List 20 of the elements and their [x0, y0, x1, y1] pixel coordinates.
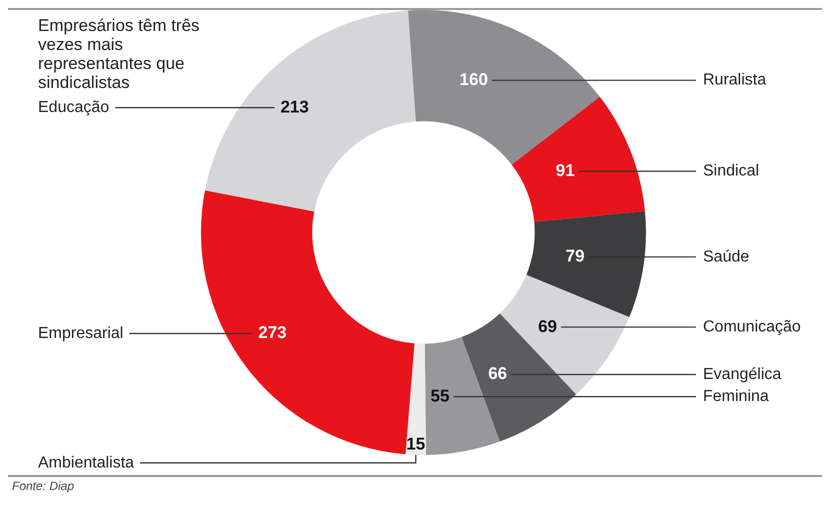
data-label: 213 — [280, 97, 309, 116]
slice-label: Educação — [38, 99, 110, 116]
data-label: 160 — [460, 70, 488, 89]
slice-label: Feminina — [703, 388, 769, 406]
slice-label: Saúde — [703, 248, 750, 266]
slice-label: Comunicação — [703, 318, 801, 336]
source-note: Fonte: Diap — [12, 479, 76, 493]
text: Empresários têm três vezes mais representantes que sindicalistas — [38, 16, 201, 92]
data-label: 79 — [566, 246, 585, 266]
data-label: 15 — [406, 434, 426, 454]
data-label: 69 — [538, 316, 557, 336]
data-label: 273 — [258, 323, 287, 342]
slice-label: Ambientalista — [38, 454, 134, 472]
data-label: 55 — [430, 386, 450, 406]
data-label: 91 — [556, 160, 575, 180]
slice-label: Empresarial — [38, 324, 124, 342]
slice-label: Evangélica — [703, 366, 782, 383]
data-label: 66 — [488, 364, 508, 384]
slice-label: Sindical — [703, 162, 760, 180]
slice-label: Ruralista — [703, 72, 766, 89]
